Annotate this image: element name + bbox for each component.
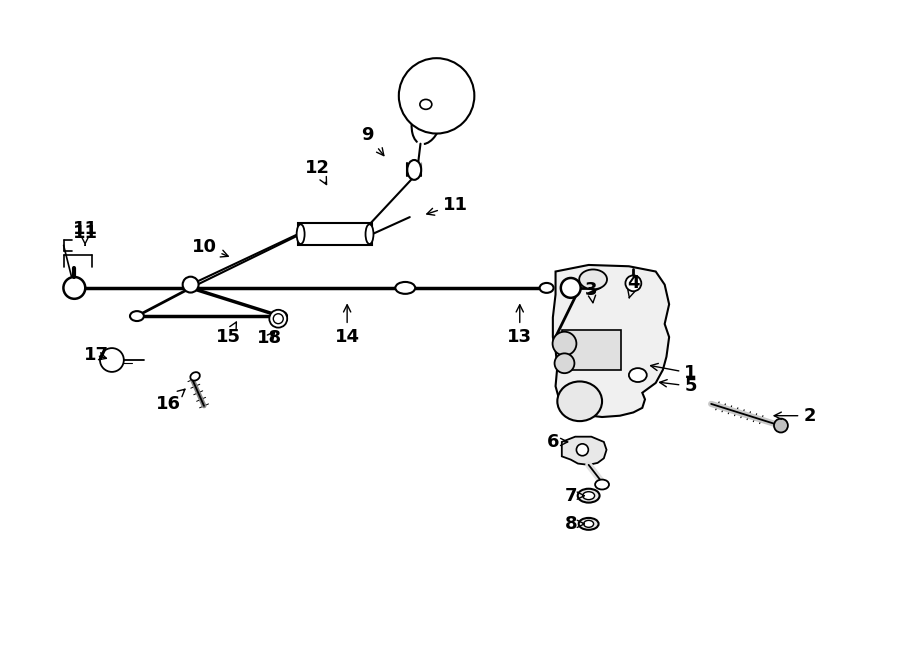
Circle shape: [576, 444, 589, 455]
Ellipse shape: [130, 311, 144, 321]
Text: 12: 12: [305, 159, 330, 184]
Ellipse shape: [578, 488, 599, 502]
Ellipse shape: [580, 270, 607, 290]
Text: 16: 16: [156, 389, 185, 413]
Text: 15: 15: [216, 322, 240, 346]
Ellipse shape: [595, 480, 609, 490]
Circle shape: [553, 332, 576, 356]
Ellipse shape: [629, 368, 647, 382]
Text: 5: 5: [660, 377, 697, 395]
Circle shape: [561, 278, 581, 298]
Ellipse shape: [582, 492, 595, 500]
Circle shape: [626, 276, 642, 292]
Polygon shape: [553, 265, 669, 417]
Text: 11: 11: [73, 225, 97, 245]
Ellipse shape: [297, 224, 304, 244]
Ellipse shape: [584, 520, 594, 527]
Circle shape: [63, 277, 86, 299]
Ellipse shape: [557, 381, 602, 421]
Text: 4: 4: [627, 274, 640, 298]
Text: 18: 18: [256, 329, 282, 348]
Text: 9: 9: [362, 126, 383, 155]
Circle shape: [269, 310, 287, 328]
Circle shape: [554, 354, 574, 373]
Text: 11: 11: [427, 196, 468, 215]
Ellipse shape: [273, 311, 287, 321]
Text: 11: 11: [73, 220, 97, 238]
Text: 10: 10: [192, 237, 229, 257]
Circle shape: [183, 277, 199, 293]
Text: 3: 3: [585, 281, 598, 303]
Circle shape: [399, 58, 474, 134]
Ellipse shape: [190, 372, 200, 381]
Ellipse shape: [411, 91, 444, 144]
Text: 2: 2: [774, 407, 815, 425]
Circle shape: [274, 314, 284, 324]
Ellipse shape: [408, 160, 421, 180]
Ellipse shape: [395, 282, 415, 294]
Text: 14: 14: [335, 305, 360, 346]
Ellipse shape: [420, 99, 432, 109]
Text: 1: 1: [651, 364, 697, 382]
Text: 17: 17: [85, 346, 109, 364]
Ellipse shape: [579, 518, 599, 530]
Bar: [562, 330, 621, 369]
Circle shape: [774, 418, 788, 432]
Bar: [298, 223, 373, 245]
Ellipse shape: [540, 283, 554, 293]
Text: 8: 8: [564, 515, 584, 533]
Text: 13: 13: [508, 305, 532, 346]
Text: 6: 6: [546, 433, 568, 451]
Ellipse shape: [365, 224, 374, 244]
Circle shape: [100, 348, 124, 372]
Polygon shape: [562, 437, 607, 465]
Text: 7: 7: [564, 486, 584, 504]
